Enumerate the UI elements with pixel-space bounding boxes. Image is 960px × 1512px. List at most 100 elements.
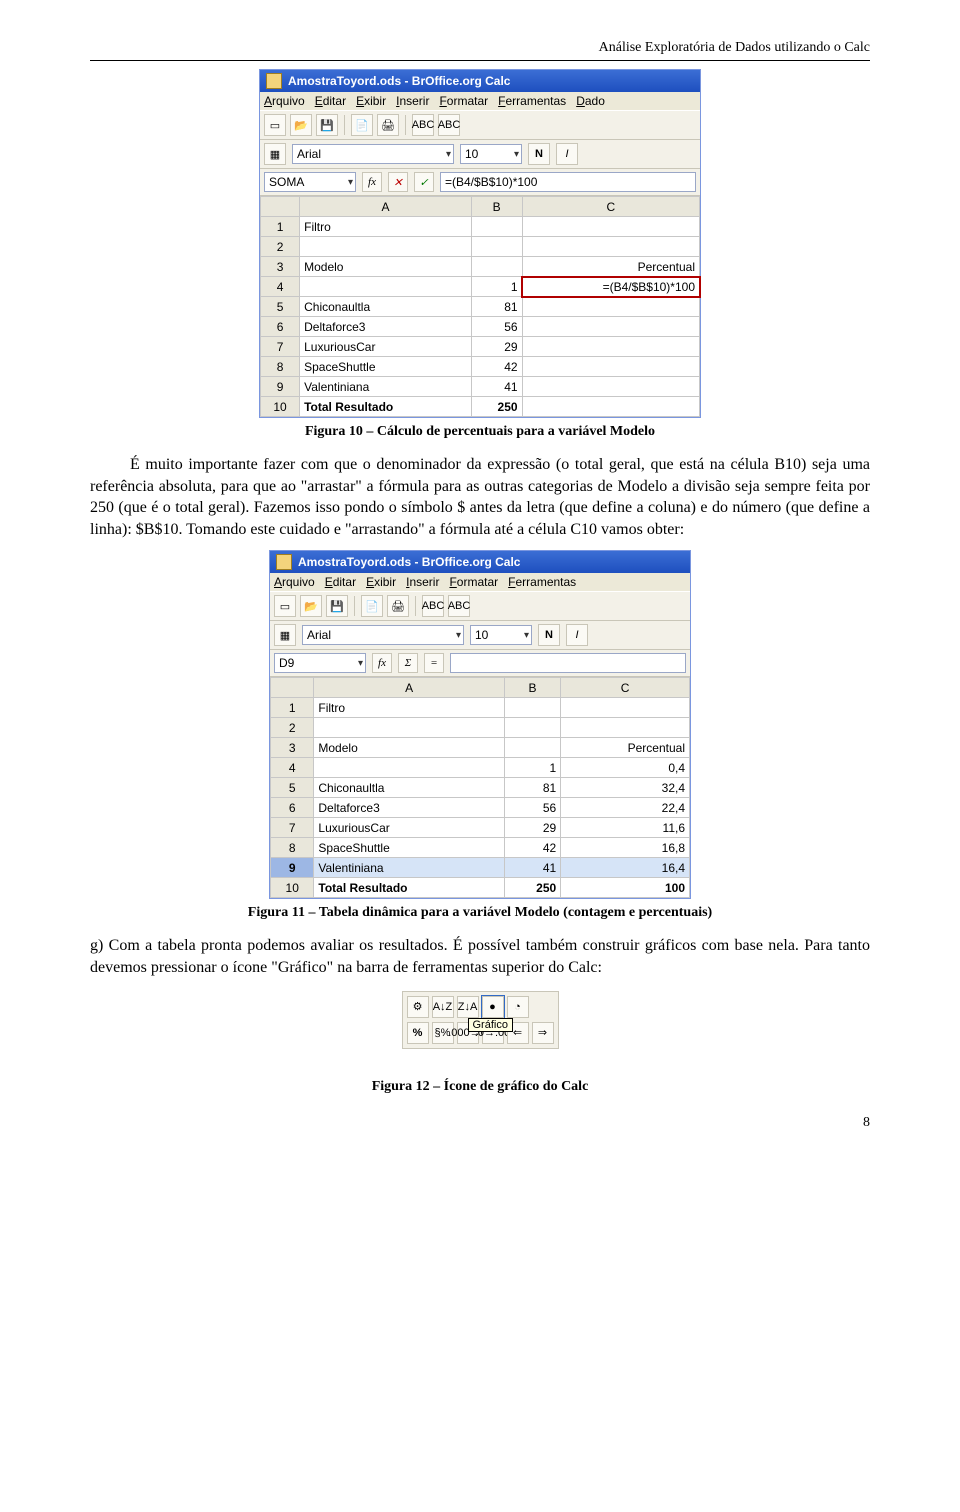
fx-icon[interactable]: fx bbox=[372, 653, 392, 673]
cell[interactable]: 29 bbox=[471, 337, 522, 357]
cell[interactable] bbox=[504, 718, 560, 738]
cell[interactable]: 0,4 bbox=[561, 758, 690, 778]
cell[interactable]: Modelo bbox=[300, 257, 472, 277]
cell[interactable]: 32,4 bbox=[561, 778, 690, 798]
column-header[interactable] bbox=[261, 197, 300, 217]
row-header[interactable]: 2 bbox=[261, 237, 300, 257]
cell[interactable] bbox=[561, 718, 690, 738]
new-icon[interactable]: ▭ bbox=[264, 114, 286, 136]
row-header[interactable]: 9 bbox=[271, 858, 314, 878]
export-pdf-icon[interactable]: 📄 bbox=[351, 114, 373, 136]
row-header[interactable]: 2 bbox=[271, 718, 314, 738]
cell[interactable]: 81 bbox=[471, 297, 522, 317]
spreadsheet-grid[interactable]: ABC1Filtro23ModeloPercentual410,45Chicon… bbox=[270, 677, 690, 898]
styles-icon[interactable]: ▦ bbox=[274, 624, 296, 646]
font-name-combo[interactable]: Arial bbox=[302, 625, 464, 645]
cell[interactable] bbox=[522, 317, 699, 337]
cell[interactable]: Filtro bbox=[314, 698, 504, 718]
open-icon[interactable]: 📂 bbox=[300, 595, 322, 617]
save-icon[interactable]: 💾 bbox=[326, 595, 348, 617]
cell[interactable] bbox=[471, 217, 522, 237]
cell[interactable]: SpaceShuttle bbox=[300, 357, 472, 377]
menu-item[interactable]: Arquivo bbox=[264, 94, 305, 108]
cell[interactable]: 16,8 bbox=[561, 838, 690, 858]
save-icon[interactable]: 💾 bbox=[316, 114, 338, 136]
menu-item[interactable]: Dado bbox=[576, 94, 605, 108]
sort-asc-icon[interactable]: A↓Z bbox=[432, 996, 454, 1018]
cell[interactable]: 11,6 bbox=[561, 818, 690, 838]
row-header[interactable]: 6 bbox=[261, 317, 300, 337]
row-header[interactable]: 4 bbox=[261, 277, 300, 297]
cell[interactable] bbox=[522, 217, 699, 237]
font-size-combo[interactable]: 10 bbox=[470, 625, 532, 645]
menu-item[interactable]: Inserir bbox=[406, 575, 439, 589]
equals-icon[interactable]: = bbox=[424, 653, 444, 673]
cell[interactable]: Deltaforce3 bbox=[300, 317, 472, 337]
cell[interactable]: Valentiniana bbox=[300, 377, 472, 397]
sort-desc-icon[interactable]: Z↓A bbox=[457, 996, 479, 1018]
cancel-icon[interactable]: ✕ bbox=[388, 172, 408, 192]
cell[interactable]: 29 bbox=[504, 818, 560, 838]
print-icon[interactable]: 🖨 bbox=[377, 114, 399, 136]
menu-item[interactable]: Formatar bbox=[439, 94, 488, 108]
cell[interactable] bbox=[522, 337, 699, 357]
styles-icon[interactable]: ▦ bbox=[264, 143, 286, 165]
menu-item[interactable]: Exibir bbox=[366, 575, 396, 589]
cell[interactable] bbox=[471, 237, 522, 257]
column-header[interactable]: A bbox=[300, 197, 472, 217]
italic-button[interactable]: I bbox=[556, 143, 578, 165]
row-header[interactable]: 7 bbox=[271, 818, 314, 838]
cell[interactable] bbox=[504, 738, 560, 758]
row-header[interactable]: 8 bbox=[271, 838, 314, 858]
export-pdf-icon[interactable]: 📄 bbox=[361, 595, 383, 617]
cell[interactable]: 16,4 bbox=[561, 858, 690, 878]
cell[interactable]: 1 bbox=[504, 758, 560, 778]
font-name-combo[interactable]: Arial bbox=[292, 144, 454, 164]
cell[interactable]: 42 bbox=[504, 838, 560, 858]
row-header[interactable]: 7 bbox=[261, 337, 300, 357]
menu-item[interactable]: Editar bbox=[325, 575, 356, 589]
cell[interactable] bbox=[522, 377, 699, 397]
cell[interactable]: Modelo bbox=[314, 738, 504, 758]
row-header[interactable]: 8 bbox=[261, 357, 300, 377]
cell[interactable] bbox=[314, 758, 504, 778]
cell[interactable]: 56 bbox=[504, 798, 560, 818]
menu-item[interactable]: Formatar bbox=[449, 575, 498, 589]
bold-button[interactable]: N bbox=[538, 624, 560, 646]
formula-input[interactable] bbox=[450, 653, 686, 673]
cell[interactable]: 81 bbox=[504, 778, 560, 798]
percent-format-icon[interactable]: % bbox=[407, 1022, 429, 1044]
accept-icon[interactable]: ✓ bbox=[414, 172, 434, 192]
cell[interactable] bbox=[522, 357, 699, 377]
row-header[interactable]: 3 bbox=[261, 257, 300, 277]
cell[interactable]: 42 bbox=[471, 357, 522, 377]
menu-item[interactable]: Arquivo bbox=[274, 575, 315, 589]
cell[interactable] bbox=[471, 257, 522, 277]
cell[interactable]: Filtro bbox=[300, 217, 472, 237]
sum-icon[interactable]: Σ bbox=[398, 653, 418, 673]
cell[interactable]: =(B4/$B$10)*100 bbox=[522, 277, 699, 297]
chart-icon[interactable]: ● bbox=[482, 996, 504, 1018]
pie-icon[interactable]: ◔ bbox=[507, 996, 529, 1018]
cell[interactable] bbox=[504, 698, 560, 718]
row-header[interactable]: 10 bbox=[261, 397, 300, 417]
bold-button[interactable]: N bbox=[528, 143, 550, 165]
find-icon[interactable]: ⚙ bbox=[407, 996, 429, 1018]
row-header[interactable]: 5 bbox=[271, 778, 314, 798]
increase-indent-icon[interactable]: ⇒ bbox=[532, 1022, 554, 1044]
cell[interactable]: 56 bbox=[471, 317, 522, 337]
cell[interactable]: Total Resultado bbox=[300, 397, 472, 417]
menu-item[interactable]: Editar bbox=[315, 94, 346, 108]
autocheck-icon[interactable]: ABC bbox=[448, 595, 470, 617]
name-box[interactable]: D9 bbox=[274, 653, 366, 673]
print-icon[interactable]: 🖨 bbox=[387, 595, 409, 617]
column-header[interactable]: B bbox=[504, 678, 560, 698]
row-header[interactable]: 1 bbox=[261, 217, 300, 237]
italic-button[interactable]: I bbox=[566, 624, 588, 646]
column-header[interactable]: C bbox=[561, 678, 690, 698]
cell[interactable]: Chiconaultla bbox=[300, 297, 472, 317]
row-header[interactable]: 5 bbox=[261, 297, 300, 317]
spreadsheet-grid[interactable]: ABC1Filtro23ModeloPercentual41=(B4/$B$10… bbox=[260, 196, 700, 417]
row-header[interactable]: 9 bbox=[261, 377, 300, 397]
cell[interactable]: LuxuriousCar bbox=[300, 337, 472, 357]
